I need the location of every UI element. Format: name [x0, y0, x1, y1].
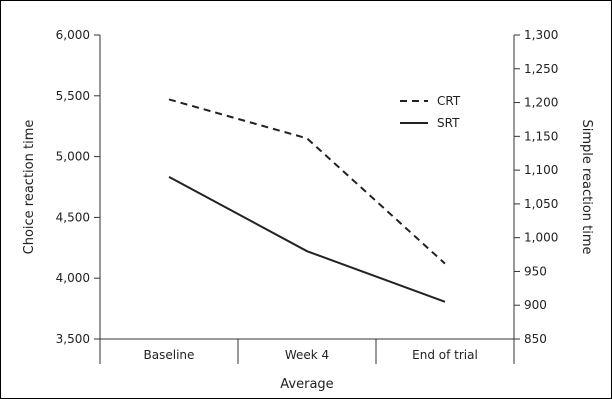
- right-y-tick-label: 850: [524, 332, 547, 346]
- axes: 3,500 4,000 4,500 5,000 5,500 6,000 850 900 950 1…: [56, 28, 558, 364]
- left-y-tick-label: 5,500: [56, 89, 90, 103]
- x-axis-title: Average: [280, 377, 333, 392]
- series-line-srt: [168, 175, 446, 303]
- right-y-tick-label: 1,100: [524, 163, 558, 177]
- right-y-tick-label: 1,000: [524, 231, 558, 245]
- left-y-tick-label: 6,000: [56, 28, 90, 42]
- right-y-tick-label: 1,050: [524, 197, 558, 211]
- right-y-tick-label: 1,200: [524, 96, 558, 110]
- right-y-axis-title: Simple reaction time: [579, 119, 594, 254]
- series-lines: [168, 98, 446, 303]
- series-line-crt: [168, 98, 446, 265]
- right-y-tick-label: 1,300: [524, 28, 558, 42]
- left-y-tick-label: 3,500: [56, 332, 90, 346]
- x-tick-label: Week 4: [285, 348, 329, 362]
- left-y-tick-label: 4,000: [56, 271, 90, 285]
- legend: CRT SRT: [400, 94, 461, 130]
- right-y-tick-label: 1,150: [524, 129, 558, 143]
- right-y-tick-label: 900: [524, 298, 547, 312]
- left-y-tick-label: 4,500: [56, 210, 90, 224]
- right-y-tick-label: 950: [524, 264, 547, 278]
- right-y-tick-label: 1,250: [524, 62, 558, 76]
- x-tick-label: Baseline: [144, 348, 195, 362]
- left-y-tick-label: 5,000: [56, 150, 90, 164]
- legend-label-crt: CRT: [437, 94, 461, 108]
- left-y-axis-title: Choice reaction time: [22, 120, 37, 255]
- x-tick-label: End of trial: [412, 348, 478, 362]
- legend-label-srt: SRT: [437, 116, 460, 130]
